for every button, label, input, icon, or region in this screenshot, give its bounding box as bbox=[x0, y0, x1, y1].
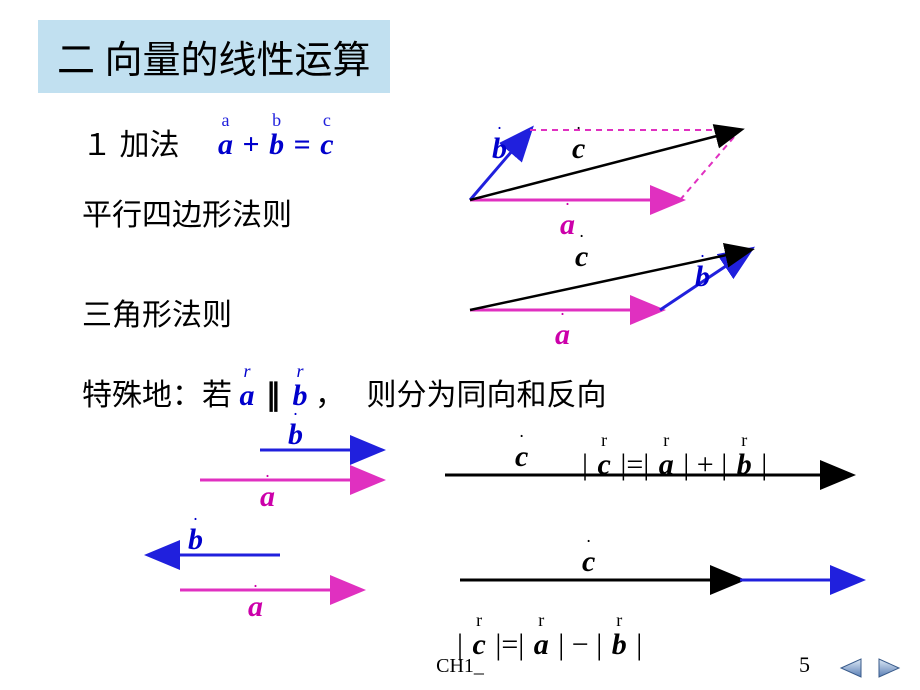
label-b-3: ·b bbox=[288, 418, 303, 452]
triangle-left-icon bbox=[837, 657, 865, 679]
label-b-2: ·b bbox=[695, 260, 710, 294]
magnitude-equation-plus: | rc |=| ra | + | rb | bbox=[580, 448, 769, 482]
label-c-1: ·c bbox=[572, 132, 585, 166]
label-a-4: ·a bbox=[248, 590, 263, 624]
label-c-3: ·c bbox=[515, 440, 528, 474]
label-c-4: ·c bbox=[582, 545, 595, 579]
label-b-1: ·b bbox=[492, 132, 507, 166]
parallelogram-diagram bbox=[0, 0, 920, 690]
label-c-2: ·c bbox=[575, 240, 588, 274]
triangle-right-icon bbox=[875, 657, 903, 679]
label-a-3: ·a bbox=[260, 480, 275, 514]
label-b-4: ·b bbox=[188, 523, 203, 557]
footer-chapter: CH1_ bbox=[436, 655, 484, 678]
label-a-1: ·a bbox=[560, 208, 575, 242]
page-number: 5 bbox=[799, 652, 810, 678]
label-a-2: ·a bbox=[555, 318, 570, 352]
nav-prev-button[interactable] bbox=[836, 655, 866, 680]
nav-next-button[interactable] bbox=[874, 655, 904, 680]
